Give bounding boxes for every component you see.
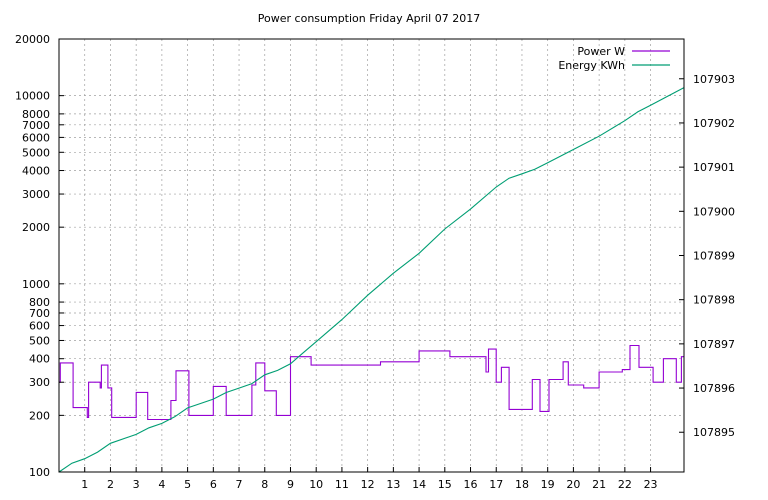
chart-title: Power consumption Friday April 07 2017 — [258, 12, 480, 25]
y2-tick-label: 107899 — [693, 250, 735, 263]
y2-tick-label: 107900 — [693, 205, 735, 218]
y-tick-label: 10000 — [15, 90, 50, 103]
legend: Power W Energy KWh — [558, 45, 670, 72]
y-tick-label: 5000 — [22, 146, 50, 159]
y-tick-label: 500 — [29, 334, 50, 347]
y2-tick-label: 107901 — [693, 161, 735, 174]
legend-label-energy: Energy KWh — [558, 59, 625, 72]
y-tick-label: 600 — [29, 320, 50, 333]
y2-tick-label: 107895 — [693, 426, 735, 439]
x-tick-label: 8 — [261, 478, 268, 491]
legend-label-power: Power W — [577, 45, 625, 58]
y2-tick-label: 107897 — [693, 338, 735, 351]
x-tick-label: 20 — [566, 478, 580, 491]
y-tick-label: 400 — [29, 353, 50, 366]
y-tick-label: 800 — [29, 296, 50, 309]
grid — [59, 39, 684, 472]
x-tick-label: 19 — [541, 478, 555, 491]
x-tick-label: 7 — [236, 478, 243, 491]
y-tick-label: 200 — [29, 409, 50, 422]
plot-frame — [58, 38, 685, 473]
x-tick-label: 14 — [412, 478, 426, 491]
y-tick-label: 300 — [29, 376, 50, 389]
x-tick-label: 2 — [107, 478, 114, 491]
y2-tick-label: 107898 — [693, 294, 735, 307]
y-tick-label: 700 — [29, 307, 50, 320]
y-tick-label: 100 — [29, 466, 50, 479]
x-tick-label: 5 — [184, 478, 191, 491]
y-tick-label: 2000 — [22, 221, 50, 234]
y2-tick-label: 107902 — [693, 117, 735, 130]
x-tick-label: 23 — [644, 478, 658, 491]
x-tick-label: 15 — [438, 478, 452, 491]
x-tick-label: 17 — [489, 478, 503, 491]
y-tick-label: 3000 — [22, 188, 50, 201]
x-tick-label: 3 — [133, 478, 140, 491]
x-tick-label: 9 — [287, 478, 294, 491]
series-line-power — [59, 344, 684, 421]
y-tick-label: 6000 — [22, 131, 50, 144]
x-tick-label: 13 — [386, 478, 400, 491]
ticks: 1 2 3 4 5 6 7 8 9 10 11 12 13 14 15 16 17 18 19 20 21 22 23100… — [15, 33, 735, 491]
x-tick-label: 21 — [592, 478, 606, 491]
x-tick-label: 10 — [309, 478, 323, 491]
y-tick-label: 20000 — [15, 33, 50, 46]
y-tick-label: 7000 — [22, 119, 50, 132]
x-tick-label: 11 — [335, 478, 349, 491]
x-tick-label: 6 — [210, 478, 217, 491]
y-tick-label: 1000 — [22, 278, 50, 291]
series-layer — [58, 87, 685, 473]
y2-tick-label: 107903 — [693, 73, 735, 86]
x-tick-label: 16 — [464, 478, 478, 491]
x-tick-label: 12 — [361, 478, 375, 491]
y-tick-label: 4000 — [22, 165, 50, 178]
y2-tick-label: 107896 — [693, 382, 735, 395]
x-tick-label: 18 — [515, 478, 529, 491]
x-tick-label: 22 — [618, 478, 632, 491]
x-tick-label: 1 — [81, 478, 88, 491]
y-tick-label: 8000 — [22, 108, 50, 121]
x-tick-label: 4 — [158, 478, 165, 491]
series-line-energy — [58, 87, 685, 473]
